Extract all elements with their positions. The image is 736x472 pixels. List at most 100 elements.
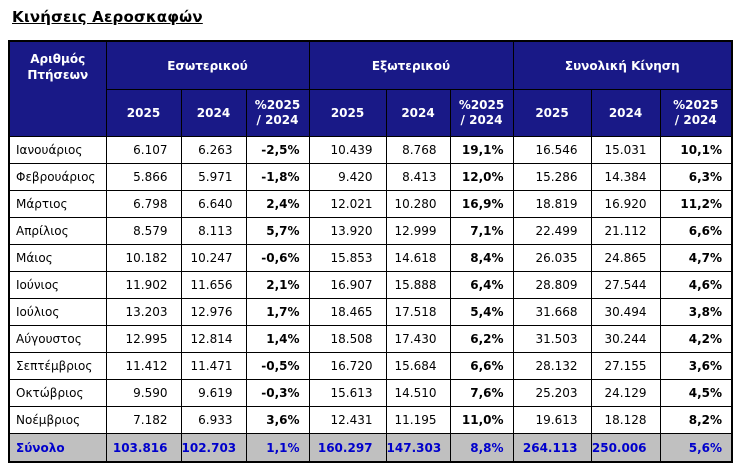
total-pct-cell: 6,3%	[659, 163, 733, 191]
domestic-2024-cell: 10.247	[180, 244, 247, 272]
international-pct-cell: 7,6%	[449, 379, 514, 407]
domestic-pct-cell: 1,7%	[245, 298, 310, 326]
total-pct-total-cell: 5,6%	[659, 433, 733, 463]
group-header-domestic: Εσωτερικού	[105, 40, 310, 90]
domestic-2024-cell: 12.976	[180, 298, 247, 326]
domestic-2025-header: 2025	[105, 89, 182, 137]
domestic-2025-cell: 13.203	[105, 298, 182, 326]
domestic-2024-cell: 8.113	[180, 217, 247, 245]
international-2024-cell: 11.195	[385, 406, 451, 434]
domestic-2024-cell: 12.814	[180, 325, 247, 353]
total-2025-cell: 31.668	[512, 298, 592, 326]
total-2024-cell: 27.544	[590, 271, 661, 299]
month-cell: Ιούλιος	[8, 298, 107, 326]
month-cell: Μάρτιος	[8, 190, 107, 218]
international-2024-cell: 15.684	[385, 352, 451, 380]
domestic-2024-cell: 6.263	[180, 136, 247, 164]
table-row-january: Ιανουάριος 6.107 6.263 -2,5% 10.439 8.76…	[8, 136, 733, 164]
total-pct-cell: 3,8%	[659, 298, 733, 326]
total-pct-cell: 4,5%	[659, 379, 733, 407]
domestic-2025-cell: 6.107	[105, 136, 182, 164]
group-header-international: Εξωτερικού	[308, 40, 514, 90]
total-2024-cell: 18.128	[590, 406, 661, 434]
total-2024-cell: 24.129	[590, 379, 661, 407]
total-pct-cell: 3,6%	[659, 352, 733, 380]
international-pct-cell: 7,1%	[449, 217, 514, 245]
domestic-2025-cell: 11.412	[105, 352, 182, 380]
table-row-total: Σύνολο 103.816 102.703 1,1% 160.297 147.…	[8, 433, 733, 463]
total-2024-cell: 30.494	[590, 298, 661, 326]
international-2025-cell: 16.907	[308, 271, 387, 299]
international-pct-cell: 5,4%	[449, 298, 514, 326]
international-2025-header: 2025	[308, 89, 387, 137]
total-pct-cell: 4,2%	[659, 325, 733, 353]
international-2024-cell: 10.280	[385, 190, 451, 218]
international-2024-cell: 8.768	[385, 136, 451, 164]
table-row-march: Μάρτιος 6.798 6.640 2,4% 12.021 10.280 1…	[8, 190, 733, 218]
domestic-2025-cell: 8.579	[105, 217, 182, 245]
total-2024-cell: 27.155	[590, 352, 661, 380]
domestic-pct-cell: -2,5%	[245, 136, 310, 164]
table-row-october: Οκτώβριος 9.590 9.619 -0,3% 15.613 14.51…	[8, 379, 733, 407]
page-title: Κινήσεις Αεροσκαφών	[12, 8, 203, 26]
table-row-july: Ιούλιος 13.203 12.976 1,7% 18.465 17.518…	[8, 298, 733, 326]
total-pct-cell: 10,1%	[659, 136, 733, 164]
total-2024-cell: 21.112	[590, 217, 661, 245]
total-pct-cell: 6,6%	[659, 217, 733, 245]
domestic-2025-cell: 11.902	[105, 271, 182, 299]
table-row-april: Απρίλιος 8.579 8.113 5,7% 13.920 12.999 …	[8, 217, 733, 245]
total-2025-cell: 31.503	[512, 325, 592, 353]
domestic-2025-cell: 7.182	[105, 406, 182, 434]
international-2025-cell: 12.431	[308, 406, 387, 434]
international-2024-cell: 12.999	[385, 217, 451, 245]
domestic-2024-total-cell: 102.703	[180, 433, 247, 463]
international-pct-cell: 6,6%	[449, 352, 514, 380]
month-cell: Οκτώβριος	[8, 379, 107, 407]
total-2024-cell: 16.920	[590, 190, 661, 218]
international-2025-cell: 16.720	[308, 352, 387, 380]
table-row-february: Φεβρουάριος 5.866 5.971 -1,8% 9.420 8.41…	[8, 163, 733, 191]
international-pct-cell: 6,2%	[449, 325, 514, 353]
total-pct-cell: 4,7%	[659, 244, 733, 272]
domestic-2025-cell: 10.182	[105, 244, 182, 272]
total-2024-header: 2024	[590, 89, 661, 137]
total-pct-header: %2025 / 2024	[659, 89, 733, 137]
international-2025-total-cell: 160.297	[308, 433, 387, 463]
total-2024-cell: 24.865	[590, 244, 661, 272]
month-cell: Ιούνιος	[8, 271, 107, 299]
total-2025-cell: 16.546	[512, 136, 592, 164]
month-cell: Μάιος	[8, 244, 107, 272]
total-2025-total-cell: 264.113	[512, 433, 592, 463]
total-pct-cell: 11,2%	[659, 190, 733, 218]
total-label-cell: Σύνολο	[8, 433, 107, 463]
domestic-2025-cell: 5.866	[105, 163, 182, 191]
total-2025-cell: 22.499	[512, 217, 592, 245]
international-2025-cell: 10.439	[308, 136, 387, 164]
domestic-pct-cell: 1,4%	[245, 325, 310, 353]
international-2025-cell: 18.465	[308, 298, 387, 326]
domestic-2025-cell: 12.995	[105, 325, 182, 353]
sub-header-row: 2025 2024 %2025 / 2024 2025 2024 %2025 /…	[9, 89, 733, 137]
total-2025-cell: 15.286	[512, 163, 592, 191]
domestic-pct-cell: -0,3%	[245, 379, 310, 407]
domestic-pct-cell: 3,6%	[245, 406, 310, 434]
domestic-2025-cell: 9.590	[105, 379, 182, 407]
month-cell: Απρίλιος	[8, 217, 107, 245]
international-2024-header: 2024	[385, 89, 451, 137]
international-pct-header: %2025 / 2024	[449, 89, 514, 137]
total-2024-total-cell: 250.006	[590, 433, 661, 463]
table-row-june: Ιούνιος 11.902 11.656 2,1% 16.907 15.888…	[8, 271, 733, 299]
international-2025-cell: 15.853	[308, 244, 387, 272]
international-2025-cell: 12.021	[308, 190, 387, 218]
total-pct-cell: 8,2%	[659, 406, 733, 434]
domestic-pct-cell: 2,4%	[245, 190, 310, 218]
international-2024-cell: 14.510	[385, 379, 451, 407]
group-header-row: Αριθμός Πτήσεων Εσωτερικού Εξωτερικού Συ…	[8, 40, 733, 137]
domestic-pct-cell: 2,1%	[245, 271, 310, 299]
month-cell: Φεβρουάριος	[8, 163, 107, 191]
domestic-2024-cell: 6.640	[180, 190, 247, 218]
table-row-may: Μάιος 10.182 10.247 -0,6% 15.853 14.618 …	[8, 244, 733, 272]
total-2024-cell: 15.031	[590, 136, 661, 164]
total-2024-cell: 14.384	[590, 163, 661, 191]
